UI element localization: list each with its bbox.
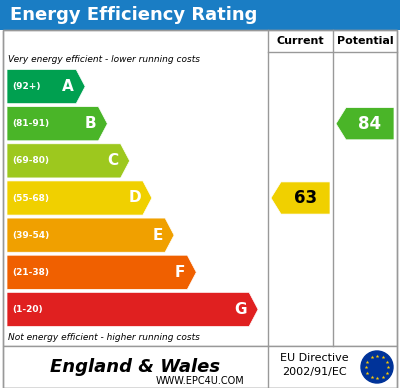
Bar <box>3 30 397 346</box>
Polygon shape <box>7 292 258 326</box>
Text: (81-91): (81-91) <box>12 119 49 128</box>
Text: D: D <box>128 191 141 206</box>
Text: Energy Efficiency Rating: Energy Efficiency Rating <box>10 6 257 24</box>
Text: E: E <box>153 228 163 242</box>
Text: C: C <box>108 153 119 168</box>
Text: EU Directive
2002/91/EC: EU Directive 2002/91/EC <box>280 353 349 377</box>
Polygon shape <box>7 181 152 215</box>
Text: (39-54): (39-54) <box>12 230 49 240</box>
Circle shape <box>361 351 393 383</box>
Polygon shape <box>336 107 394 140</box>
Bar <box>3 346 397 388</box>
Text: WWW.EPC4U.COM: WWW.EPC4U.COM <box>156 376 244 386</box>
Polygon shape <box>7 69 85 104</box>
Text: (55-68): (55-68) <box>12 194 49 203</box>
Polygon shape <box>7 218 174 252</box>
Text: Not energy efficient - higher running costs: Not energy efficient - higher running co… <box>8 333 200 341</box>
Text: (1-20): (1-20) <box>12 305 43 314</box>
Polygon shape <box>7 255 196 289</box>
Text: Potential: Potential <box>337 36 393 46</box>
Bar <box>0 0 400 30</box>
Text: (21-38): (21-38) <box>12 268 49 277</box>
Text: Very energy efficient - lower running costs: Very energy efficient - lower running co… <box>8 55 200 64</box>
Text: B: B <box>85 116 96 131</box>
Text: G: G <box>234 302 247 317</box>
Polygon shape <box>7 144 130 178</box>
Polygon shape <box>271 182 330 214</box>
Text: Current: Current <box>277 36 324 46</box>
Text: F: F <box>175 265 185 280</box>
Text: 84: 84 <box>358 115 382 133</box>
Text: 63: 63 <box>294 189 317 207</box>
Text: (69-80): (69-80) <box>12 156 49 165</box>
Polygon shape <box>7 107 107 141</box>
Text: (92+): (92+) <box>12 82 40 91</box>
Text: A: A <box>62 79 74 94</box>
Text: England & Wales: England & Wales <box>50 358 220 376</box>
